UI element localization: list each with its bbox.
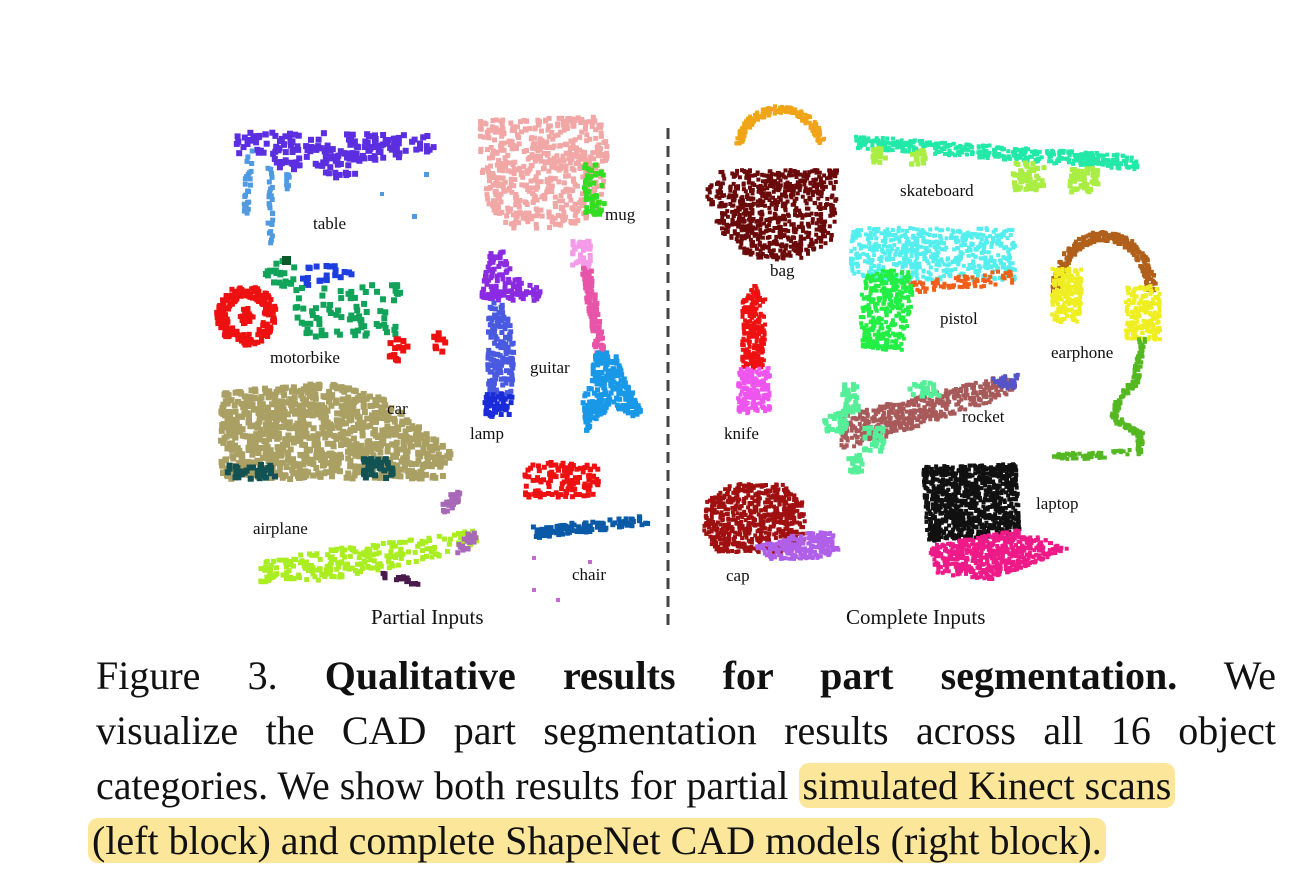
point-cloud-pistol	[849, 226, 1017, 352]
point-cloud-mug	[477, 114, 610, 231]
point-cloud-knife	[736, 284, 772, 416]
figure-panel: table mug motorbike lamp guitar car airp…	[214, 104, 1162, 629]
label-car: car	[387, 399, 408, 418]
label-airplane: airplane	[253, 519, 308, 538]
point-cloud-lamp	[479, 249, 543, 419]
point-cloud-bag	[705, 104, 839, 262]
point-cloud-chair	[522, 460, 651, 602]
point-cloud-rocket	[822, 372, 1020, 475]
point-cloud-table	[233, 129, 437, 246]
point-cloud-cap	[702, 482, 841, 561]
caption-line-3: categories. We show both results for par…	[96, 758, 1276, 813]
label-motorbike: motorbike	[270, 348, 340, 367]
point-cloud-earphone	[1050, 230, 1162, 461]
caption-line-4: (left block) and complete ShapeNet CAD m…	[88, 813, 1276, 868]
point-cloud-car	[218, 381, 454, 482]
block-label-complete: Complete Inputs	[846, 605, 986, 629]
label-mug: mug	[605, 205, 636, 224]
label-rocket: rocket	[962, 407, 1005, 426]
label-lamp: lamp	[470, 424, 504, 443]
caption-line-3-text: categories. We show both results for par…	[96, 763, 789, 808]
caption-figure-number: Figure 3.	[96, 653, 278, 698]
label-chair: chair	[572, 565, 606, 584]
label-bag: bag	[770, 261, 795, 280]
label-laptop: laptop	[1036, 494, 1079, 513]
figure-caption: Figure 3. Qualitative results for part s…	[88, 648, 1276, 868]
label-table: table	[313, 214, 347, 233]
label-skateboard: skateboard	[900, 181, 974, 200]
point-cloud-skateboard	[854, 134, 1140, 195]
label-guitar: guitar	[530, 358, 570, 377]
caption-line-2: visualize the CAD part segmentation resu…	[96, 708, 1276, 753]
label-earphone: earphone	[1051, 343, 1114, 362]
point-cloud-laptop	[921, 462, 1069, 581]
caption-highlight-2: (left block) and complete ShapeNet CAD m…	[88, 818, 1106, 863]
label-knife: knife	[724, 424, 759, 443]
caption-title: Qualitative results for part segmentatio…	[324, 653, 1178, 698]
label-pistol: pistol	[940, 309, 978, 328]
caption-line-1: Figure 3. Qualitative results for part s…	[96, 648, 1276, 703]
point-cloud-guitar	[570, 238, 643, 433]
caption-highlight-1: simulated Kinect scans	[798, 763, 1176, 808]
block-label-partial: Partial Inputs	[371, 605, 484, 629]
point-cloud-airplane	[258, 489, 479, 587]
label-cap: cap	[726, 566, 750, 585]
figure-graphic	[214, 104, 1162, 625]
caption-line-1-end: We	[1223, 653, 1277, 698]
point-cloud-motorbike	[214, 256, 449, 364]
